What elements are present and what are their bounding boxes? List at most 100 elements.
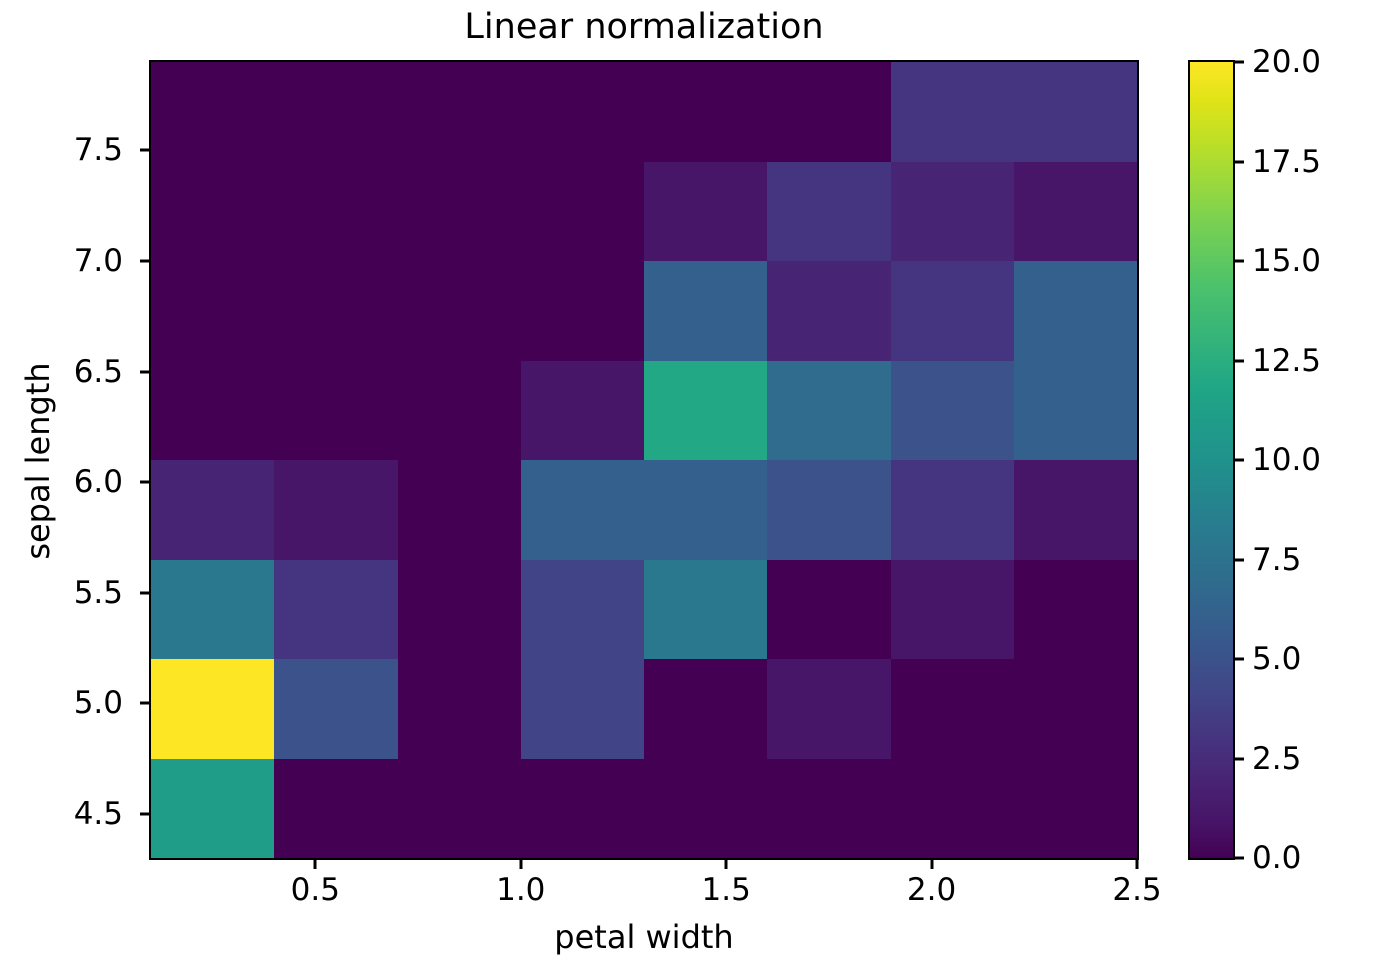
heatmap-cell	[520, 360, 644, 460]
x-tick-mark	[930, 860, 934, 869]
heatmap-cell	[520, 659, 644, 759]
colorbar	[1188, 60, 1235, 860]
colorbar-tick-mark	[1235, 757, 1244, 760]
y-tick-mark	[140, 480, 149, 484]
heatmap-plot-area	[149, 60, 1139, 860]
heatmap-cell	[397, 360, 521, 460]
heatmap-cell	[644, 261, 768, 361]
colorbar-tick-label: 0.0	[1252, 840, 1302, 876]
heatmap-cell	[520, 62, 644, 162]
y-tick-label: 5.0	[73, 685, 123, 722]
heatmap-cell	[890, 659, 1014, 759]
heatmap-cell	[890, 360, 1014, 460]
heatmap-cell	[397, 460, 521, 560]
heatmap-cell	[151, 161, 275, 261]
colorbar-tick-label: 10.0	[1252, 442, 1322, 478]
heatmap-cell	[644, 460, 768, 560]
heatmap-cell	[274, 659, 398, 759]
heatmap-cell	[274, 62, 398, 162]
colorbar-tick-label: 15.0	[1252, 243, 1322, 279]
x-tick-label: 2.5	[1112, 872, 1162, 908]
heatmap-cell	[397, 161, 521, 261]
heatmap-cell	[767, 460, 891, 560]
heatmap-cell	[644, 659, 768, 759]
heatmap-cell	[397, 62, 521, 162]
heatmap-cell	[644, 559, 768, 659]
y-tick-mark	[140, 701, 149, 705]
x-tick-mark	[1135, 860, 1139, 869]
heatmap-cell	[644, 62, 768, 162]
y-axis-label: sepal length	[19, 362, 57, 560]
y-tick-mark	[140, 370, 149, 374]
x-tick-mark	[313, 860, 317, 869]
heatmap-cell	[520, 460, 644, 560]
heatmap-cell	[890, 460, 1014, 560]
heatmap-cell	[767, 62, 891, 162]
heatmap-cell	[151, 62, 275, 162]
heatmap-cell	[151, 360, 275, 460]
heatmap-cell	[274, 559, 398, 659]
heatmap-cell	[151, 460, 275, 560]
heatmap-cell	[890, 758, 1014, 858]
colorbar-tick-mark	[1235, 458, 1244, 462]
colorbar-tick-mark	[1235, 259, 1244, 263]
heatmap-cell	[1013, 559, 1137, 659]
colorbar-tick-label: 12.5	[1252, 342, 1322, 379]
x-tick-label: 1.0	[496, 872, 546, 908]
heatmap-cell	[890, 62, 1014, 162]
colorbar-tick-mark	[1235, 60, 1244, 64]
x-tick-mark	[724, 860, 728, 869]
heatmap-cell	[1013, 261, 1137, 361]
y-tick-label: 6.5	[73, 353, 123, 390]
heatmap-cell	[397, 659, 521, 759]
heatmap-cell	[520, 559, 644, 659]
heatmap-cell	[274, 360, 398, 460]
x-tick-label: 2.0	[906, 872, 957, 908]
heatmap-cell	[151, 659, 275, 759]
heatmap-cell	[274, 758, 398, 858]
y-tick-label: 4.5	[73, 795, 123, 832]
heatmap-cell	[151, 559, 275, 659]
colorbar-tick-label: 2.5	[1252, 740, 1302, 777]
chart-title: Linear normalization	[464, 7, 824, 47]
y-tick-label: 7.5	[73, 132, 123, 169]
heatmap-cell	[1013, 161, 1137, 261]
x-tick-label: 1.5	[701, 872, 751, 908]
heatmap-cell	[151, 261, 275, 361]
heatmap-cell	[767, 659, 891, 759]
colorbar-gradient	[1190, 62, 1233, 858]
heatmap-cell	[1013, 758, 1137, 858]
heatmap-cell	[274, 161, 398, 261]
x-tick-label: 0.5	[290, 872, 340, 908]
heatmap-cell	[151, 758, 275, 858]
heatmap-cell	[1013, 62, 1137, 162]
heatmap-cell	[890, 161, 1014, 261]
heatmap-cell	[890, 261, 1014, 361]
y-tick-mark	[140, 591, 149, 595]
heatmap-cell	[520, 161, 644, 261]
heatmap-cell	[274, 261, 398, 361]
y-tick-mark	[140, 259, 149, 263]
heatmap-cell	[767, 261, 891, 361]
heatmap-cell	[644, 360, 768, 460]
heatmap-cell	[520, 758, 644, 858]
heatmap-cell	[1013, 460, 1137, 560]
colorbar-tick-mark	[1235, 558, 1244, 561]
heatmap-cell	[397, 559, 521, 659]
colorbar-tick-mark	[1235, 160, 1244, 163]
heatmap-cell	[397, 261, 521, 361]
y-tick-label: 7.0	[73, 243, 123, 279]
x-axis-label: petal width	[554, 918, 734, 956]
y-tick-label: 6.0	[73, 464, 123, 501]
heatmap-cell	[767, 360, 891, 460]
heatmap-cell	[644, 161, 768, 261]
heatmap-cell	[890, 559, 1014, 659]
colorbar-tick-label: 20.0	[1252, 44, 1322, 80]
heatmap-cell	[767, 758, 891, 858]
colorbar-tick-label: 17.5	[1252, 143, 1322, 180]
colorbar-tick-label: 7.5	[1252, 541, 1302, 578]
heatmap-cell	[520, 261, 644, 361]
y-tick-mark	[140, 148, 149, 152]
colorbar-tick-mark	[1235, 657, 1244, 661]
